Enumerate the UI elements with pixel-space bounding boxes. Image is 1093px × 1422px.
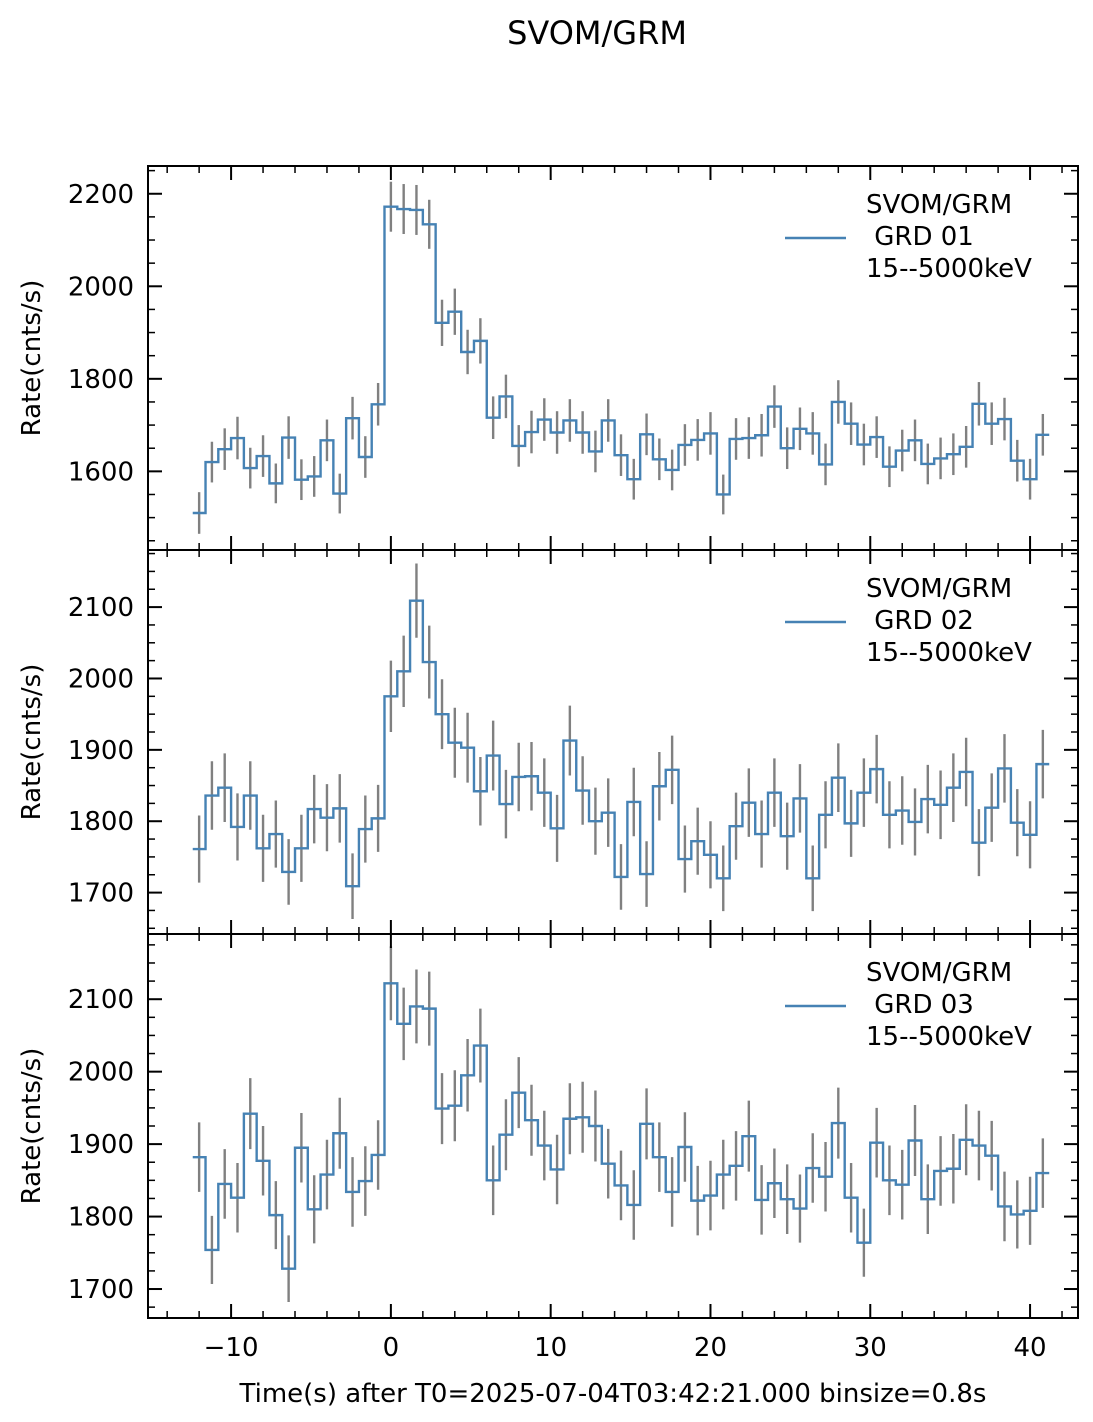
y-tick-label: 2000	[68, 664, 134, 694]
figure-suptitle: SVOM/GRM	[507, 14, 687, 52]
legend-text-line: SVOM/GRM	[866, 190, 1012, 220]
x-tick-label: 40	[1014, 1333, 1047, 1363]
y-tick-label: 1900	[68, 1130, 134, 1160]
panel-1: 1600 1800 2000 2200 Rate(cnts/s) SVOM/GRM GRD…	[17, 165, 1079, 551]
y-tick-label: 1800	[68, 1203, 134, 1233]
legend-text-line: SVOM/GRM	[866, 574, 1012, 604]
panel-data	[192, 946, 1050, 1303]
legend-text-line: SVOM/GRM	[866, 958, 1012, 988]
series-step-line	[192, 982, 1050, 1270]
x-tick-label: 30	[854, 1333, 887, 1363]
legend-text-line: 15--5000keV	[866, 638, 1032, 668]
legend-text-line: GRD 03	[866, 990, 974, 1020]
legend-text-line: 15--5000keV	[866, 1022, 1032, 1052]
y-tick-label: 1600	[68, 457, 134, 487]
panel-data	[192, 181, 1050, 534]
y-tick-label: 2000	[68, 1058, 134, 1088]
x-tick-label: 10	[534, 1333, 567, 1363]
x-tick-label: 0	[383, 1333, 400, 1363]
legend-text-line: 15--5000keV	[866, 254, 1032, 284]
y-tick-label: 2200	[68, 180, 134, 210]
series-step-line	[192, 599, 1050, 888]
series-step-line	[192, 205, 1050, 515]
y-tick-label: 2000	[68, 272, 134, 302]
legend-text-line: GRD 02	[866, 606, 974, 636]
panel-3: 1700 1800 1900 2000 2100 Rate(cnts/s) SVOM/GRM…	[17, 933, 1079, 1319]
legend-text-line: GRD 01	[866, 222, 974, 252]
panel-data	[192, 563, 1050, 920]
y-tick-label: 2100	[68, 593, 134, 623]
y-tick-label: 2100	[68, 985, 134, 1015]
y-tick-label: 1800	[68, 365, 134, 395]
panels-group: 1600 1800 2000 2200 Rate(cnts/s) SVOM/GRM GRD…	[17, 165, 1079, 1363]
y-tick-label: 1700	[68, 879, 134, 909]
y-tick-label: 1700	[68, 1275, 134, 1305]
x-axis-label: Time(s) after T0=2025-07-04T03:42:21.000…	[239, 1379, 987, 1409]
y-axis-label: Rate(cnts/s)	[17, 664, 47, 821]
x-tick-label: 20	[694, 1333, 727, 1363]
panel-2: 1700 1800 1900 2000 2100 Rate(cnts/s) SVOM/GRM…	[17, 549, 1079, 935]
y-tick-label: 1900	[68, 736, 134, 766]
x-tick-label: −10	[204, 1333, 259, 1363]
y-axis-label: Rate(cnts/s)	[17, 1048, 47, 1205]
y-tick-label: 1800	[68, 807, 134, 837]
y-axis-label: Rate(cnts/s)	[17, 280, 47, 437]
